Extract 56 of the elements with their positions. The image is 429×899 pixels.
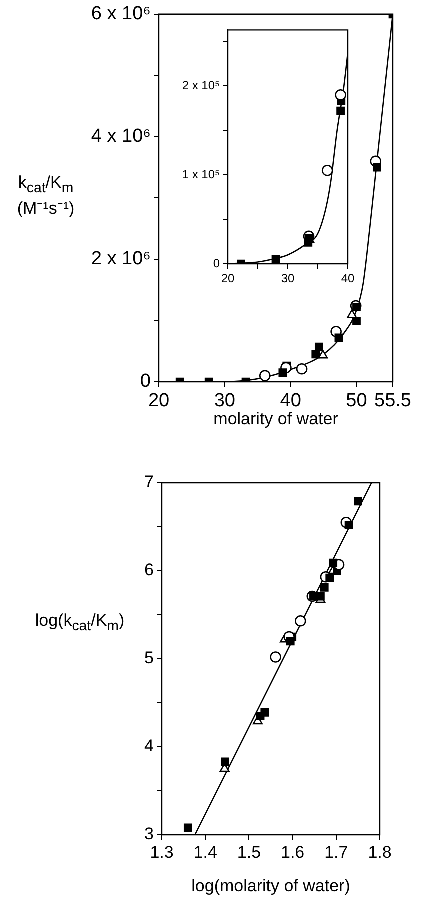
- point: [221, 758, 230, 766]
- y-tick-label: 3: [144, 824, 154, 844]
- y-tick-label: 0: [140, 371, 151, 392]
- point: [278, 368, 288, 377]
- y-tick-label: 4: [144, 736, 154, 756]
- x-tick-label: 1.4: [194, 842, 218, 862]
- point: [326, 574, 334, 582]
- y-tick-label: 1 x 10⁵: [182, 167, 220, 182]
- point: [320, 584, 329, 592]
- point: [347, 310, 358, 318]
- point: [318, 350, 328, 359]
- point: [295, 616, 306, 627]
- point: [310, 592, 318, 601]
- y-tick-label: 5: [144, 648, 154, 668]
- point: [322, 165, 334, 176]
- point: [344, 521, 354, 530]
- x-tick-label: 20: [221, 272, 235, 286]
- point: [335, 89, 346, 101]
- x-tick-label: 40: [280, 390, 302, 412]
- y-tick-label: 4 x 10⁶: [91, 126, 151, 148]
- x-axis-title: molarity of water: [214, 409, 339, 428]
- y-tick-label: 2 x 10⁵: [182, 78, 220, 93]
- point: [286, 637, 295, 646]
- point: [352, 317, 361, 326]
- y-tick-label: 6: [144, 560, 154, 580]
- point: [354, 497, 362, 506]
- x-tick-label: 50: [346, 390, 368, 412]
- x-tick-label: 1.8: [368, 842, 392, 862]
- point: [329, 558, 338, 568]
- point: [184, 824, 192, 832]
- y-tick-label: 7: [144, 472, 154, 492]
- point: [336, 106, 345, 116]
- x-tick-label: 1.5: [237, 842, 262, 862]
- point: [312, 350, 320, 359]
- x-axis-title: log(molarity of water): [192, 876, 350, 896]
- x-tick-label: 1.6: [280, 842, 305, 862]
- x-tick-label: 1.3: [150, 842, 174, 862]
- x-tick-label: 30: [214, 390, 236, 412]
- x-tick-label: 55.5: [374, 390, 412, 412]
- x-tick-label: 20: [148, 390, 170, 412]
- x-tick-label: 1.7: [324, 842, 348, 862]
- point: [314, 342, 324, 352]
- y-tick-label: 6 x 10⁶: [91, 4, 151, 25]
- y-axis-title: log(k$_{cat}$/K$_{m}$): [34, 610, 126, 636]
- y-tick-label: 0: [213, 256, 220, 270]
- point: [272, 255, 280, 264]
- point: [259, 370, 271, 382]
- y-axis-title: k$_{cat}$/K$_{m}$ (M⁻¹s⁻¹): [16, 172, 76, 220]
- point: [270, 652, 282, 663]
- point: [256, 712, 265, 720]
- point: [334, 334, 344, 342]
- x-tick-label: 30: [281, 272, 295, 286]
- point: [372, 163, 382, 172]
- x-tick-label: 40: [341, 272, 355, 286]
- y-tick-label: 2 x 10⁶: [91, 248, 151, 270]
- point: [296, 363, 308, 375]
